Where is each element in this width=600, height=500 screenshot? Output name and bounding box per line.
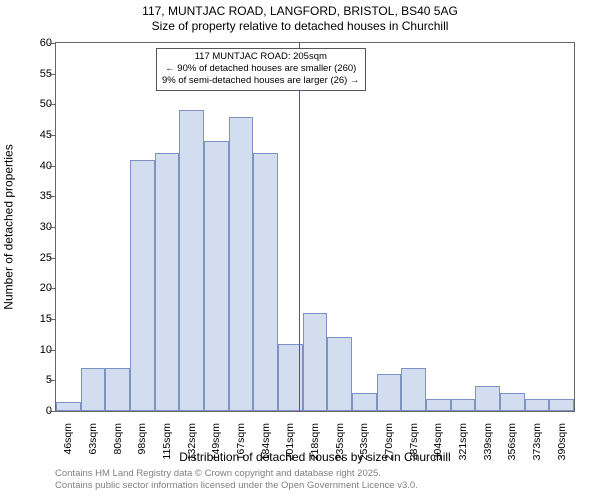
x-tick-label: 356sqm — [506, 423, 518, 461]
histogram-bar — [426, 399, 451, 411]
x-tick-label: 235sqm — [334, 423, 346, 461]
x-tick-label: 339sqm — [482, 423, 494, 461]
histogram-bar — [352, 393, 377, 411]
x-tick-label: 321sqm — [457, 423, 469, 461]
histogram-bar — [549, 399, 574, 411]
footer-credits: Contains HM Land Registry data © Crown c… — [55, 468, 575, 492]
reference-line — [299, 43, 301, 411]
histogram-bar — [155, 153, 180, 411]
plot-area: 117 MUNTJAC ROAD: 205sqm← 90% of detache… — [55, 42, 575, 412]
histogram-bar — [401, 368, 426, 411]
histogram-bar — [204, 141, 229, 411]
y-tick-label: 5 — [22, 374, 52, 386]
x-tick-label: 287sqm — [408, 423, 420, 461]
x-tick-label: 98sqm — [136, 423, 148, 461]
x-tick-label: 80sqm — [112, 423, 124, 461]
x-tick-label: 218sqm — [309, 423, 321, 461]
y-tick-mark — [49, 411, 55, 412]
histogram-bar — [475, 386, 500, 411]
y-tick-label: 35 — [22, 190, 52, 202]
x-tick-label: 201sqm — [284, 423, 296, 461]
x-tick-label: 390sqm — [556, 423, 568, 461]
y-tick-label: 30 — [22, 221, 52, 233]
y-tick-label: 60 — [22, 37, 52, 49]
annotation-box: 117 MUNTJAC ROAD: 205sqm← 90% of detache… — [156, 48, 366, 91]
y-tick-mark — [49, 319, 55, 320]
y-tick-label: 15 — [22, 313, 52, 325]
y-tick-mark — [49, 196, 55, 197]
footer-line2: Contains public sector information licen… — [55, 480, 575, 492]
y-tick-label: 0 — [22, 405, 52, 417]
y-tick-mark — [49, 288, 55, 289]
histogram-bar — [81, 368, 106, 411]
x-tick-label: 167sqm — [235, 423, 247, 461]
histogram-bar — [105, 368, 130, 411]
x-tick-label: 253sqm — [358, 423, 370, 461]
anno-line1: 117 MUNTJAC ROAD: 205sqm — [162, 51, 360, 63]
figure: 117, MUNTJAC ROAD, LANGFORD, BRISTOL, BS… — [0, 0, 600, 500]
y-tick-mark — [49, 166, 55, 167]
histogram-bar — [229, 117, 254, 411]
y-tick-mark — [49, 258, 55, 259]
y-tick-label: 50 — [22, 98, 52, 110]
y-tick-label: 20 — [22, 282, 52, 294]
histogram-bar — [130, 160, 155, 411]
histogram-bar — [179, 110, 204, 411]
anno-line3: 9% of semi-detached houses are larger (2… — [162, 75, 360, 87]
histogram-bar — [327, 337, 352, 411]
x-tick-label: 373sqm — [531, 423, 543, 461]
y-tick-mark — [49, 380, 55, 381]
histogram-bar — [303, 313, 328, 411]
y-tick-label: 25 — [22, 252, 52, 264]
y-tick-mark — [49, 43, 55, 44]
x-tick-label: 270sqm — [383, 423, 395, 461]
y-tick-label: 55 — [22, 68, 52, 80]
x-tick-label: 63sqm — [87, 423, 99, 461]
histogram-bar — [525, 399, 550, 411]
histogram-bar — [56, 402, 81, 411]
y-tick-label: 40 — [22, 160, 52, 172]
title-line2: Size of property relative to detached ho… — [0, 19, 600, 33]
x-tick-label: 115sqm — [161, 423, 173, 461]
x-tick-label: 149sqm — [210, 423, 222, 461]
y-tick-mark — [49, 74, 55, 75]
chart-title: 117, MUNTJAC ROAD, LANGFORD, BRISTOL, BS… — [0, 4, 600, 33]
y-axis-label: Number of detached properties — [2, 42, 16, 412]
anno-line2: ← 90% of detached houses are smaller (26… — [162, 63, 360, 75]
histogram-bar — [451, 399, 476, 411]
y-tick-mark — [49, 135, 55, 136]
histogram-bar — [253, 153, 278, 411]
y-tick-mark — [49, 350, 55, 351]
histogram-bar — [500, 393, 525, 411]
y-tick-label: 10 — [22, 344, 52, 356]
x-tick-label: 46sqm — [62, 423, 74, 461]
title-line1: 117, MUNTJAC ROAD, LANGFORD, BRISTOL, BS… — [0, 4, 600, 18]
x-tick-label: 132sqm — [186, 423, 198, 461]
y-tick-label: 45 — [22, 129, 52, 141]
x-tick-label: 184sqm — [260, 423, 272, 461]
histogram-bar — [377, 374, 402, 411]
footer-line1: Contains HM Land Registry data © Crown c… — [55, 468, 575, 480]
y-tick-mark — [49, 104, 55, 105]
x-tick-label: 304sqm — [432, 423, 444, 461]
y-tick-mark — [49, 227, 55, 228]
